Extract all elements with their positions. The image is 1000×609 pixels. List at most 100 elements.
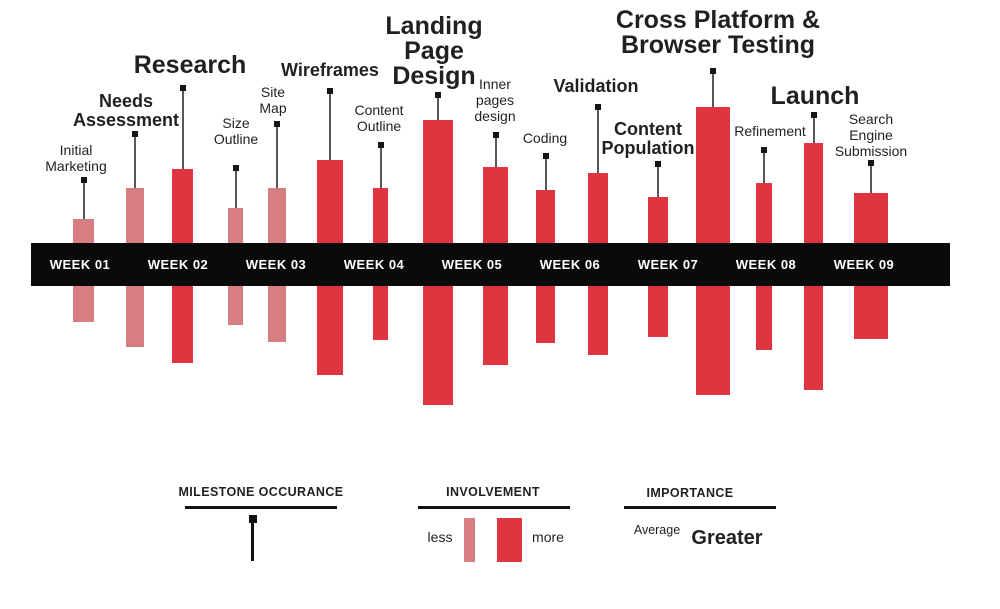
milestone-label-line: Initial xyxy=(59,142,93,158)
milestone-label-needs-assessment: Needs Assessment xyxy=(73,92,179,130)
week-label-7: WEEK 07 xyxy=(637,257,699,272)
involvement-less-label: less xyxy=(427,529,453,545)
milestone-pin-icon xyxy=(377,142,384,148)
week-label-3: WEEK 03 xyxy=(245,257,307,272)
milestone-label-line: Needs xyxy=(98,91,154,111)
milestone-label-line: Research xyxy=(133,51,247,79)
milestone-pin-line-icon xyxy=(763,153,765,183)
involvement-more-label: more xyxy=(532,529,564,545)
milestone-label-launch: Launch xyxy=(771,84,860,109)
milestone-label-line: Launch xyxy=(770,82,860,110)
milestone-label-line: Size xyxy=(222,115,250,131)
milestone-pin-line-icon xyxy=(181,91,184,169)
milestone-label-line: Content xyxy=(354,102,404,118)
milestone-pin-icon xyxy=(435,92,441,98)
milestone-pin-icon xyxy=(595,104,601,110)
milestone-label-line: Outline xyxy=(213,131,259,148)
milestone-pin-line-icon xyxy=(134,137,136,188)
milestone-pin-icon xyxy=(249,515,257,523)
milestone-label-line: Marketing xyxy=(45,158,107,175)
milestone-label-wireframes: Wireframes xyxy=(281,61,379,80)
milestone-pin-line-icon xyxy=(870,166,872,193)
milestone-pin-icon xyxy=(232,165,239,171)
milestone-pin-line-icon xyxy=(544,159,547,190)
milestone-pin-line-icon xyxy=(657,167,659,197)
milestone-label-line: Site xyxy=(260,84,286,100)
involvement-more-swatch xyxy=(497,518,522,562)
milestone-label-line: Content xyxy=(614,119,682,139)
milestone-pin-icon xyxy=(179,85,186,91)
milestone-pin-line-icon xyxy=(437,98,439,120)
milestone-pin-line-icon xyxy=(379,148,382,188)
milestone-pin-line-icon xyxy=(494,138,497,167)
milestone-label-line: design xyxy=(474,108,516,125)
milestone-label-line: Assessment xyxy=(72,109,180,130)
milestone-pin-icon xyxy=(327,88,333,94)
milestone-label-line: Refinement xyxy=(734,123,806,139)
milestone-label-line: Wireframes xyxy=(281,60,379,80)
milestone-pin-line-icon xyxy=(234,171,237,208)
milestone-pin-icon xyxy=(710,68,716,74)
milestone-pin-line-icon xyxy=(82,183,85,219)
legend-involvement-rule xyxy=(418,506,570,509)
milestone-label-refinement: Refinement xyxy=(734,123,806,139)
milestone-label-research: Research xyxy=(134,53,247,78)
week-label-9: WEEK 09 xyxy=(833,257,895,272)
importance-average-label: Average xyxy=(633,523,681,537)
milestone-label-line: Coding xyxy=(522,130,568,146)
milestone-pin-line-icon xyxy=(251,523,254,561)
milestone-label-initial-marketing: Initial Marketing xyxy=(45,142,106,174)
milestone-pin-icon xyxy=(868,160,874,166)
milestone-pin-icon xyxy=(655,161,661,167)
milestone-label-line: Browser Testing xyxy=(620,31,816,59)
milestone-label-search-engine-submission: Search Engine Submission xyxy=(835,111,907,159)
milestone-label-line: Design xyxy=(392,62,476,90)
milestone-label-line: Page xyxy=(404,37,464,65)
milestone-label-content-outline: Content Outline xyxy=(354,102,403,134)
legend-involvement-title: INVOLVEMENT xyxy=(446,485,540,499)
milestone-pin-icon xyxy=(274,121,280,127)
milestone-label-line: Submission xyxy=(834,143,908,160)
milestone-label-line: Population xyxy=(601,137,695,158)
milestone-pin-line-icon xyxy=(812,118,815,143)
milestone-pin-icon xyxy=(810,112,817,118)
week-label-2: WEEK 02 xyxy=(147,257,209,272)
week-label-5: WEEK 05 xyxy=(441,257,503,272)
week-label-4: WEEK 04 xyxy=(343,257,405,272)
involvement-less-swatch xyxy=(464,518,475,562)
milestone-label-line: Validation xyxy=(553,76,639,96)
milestone-label-line: Map xyxy=(259,100,287,117)
legend-milestone-rule xyxy=(185,506,337,509)
milestone-label-inner-pages-design: Inner pages design xyxy=(474,76,515,124)
milestone-label-cross-platform-browser-testing: Cross Platform & Browser Testing xyxy=(616,8,820,58)
milestone-pin-line-icon xyxy=(712,74,714,107)
milestone-pin-icon xyxy=(492,132,499,138)
milestone-label-line: Search xyxy=(848,111,894,127)
milestone-label-size-outline: Size Outline xyxy=(214,115,258,147)
milestone-label-coding: Coding xyxy=(523,130,567,146)
milestone-label-landing-page-design: Landing Page Design xyxy=(385,14,482,89)
week-label-8: WEEK 08 xyxy=(735,257,797,272)
week-band: WEEK 01 WEEK 02 WEEK 03 WEEK 04 WEEK 05 WEEK … xyxy=(31,243,950,286)
milestone-pin-line-icon xyxy=(329,94,331,160)
milestone-label-line: Outline xyxy=(356,118,402,135)
legend-importance-title: IMPORTANCE xyxy=(646,486,734,500)
milestone-label-line: pages xyxy=(475,92,515,109)
milestone-label-content-population: Content Population xyxy=(602,120,695,158)
milestone-label-line: Inner xyxy=(479,76,511,92)
week-label-1: WEEK 01 xyxy=(49,257,111,272)
milestone-label-validation: Validation xyxy=(553,77,638,96)
importance-greater-label: Greater xyxy=(691,527,763,549)
milestone-pin-icon xyxy=(761,147,767,153)
milestone-pin-icon xyxy=(80,177,87,183)
milestone-pin-icon xyxy=(542,153,549,159)
milestone-label-line: Cross Platform & xyxy=(615,6,821,34)
milestone-label-site-map: Site Map xyxy=(259,84,286,116)
week-label-6: WEEK 06 xyxy=(539,257,601,272)
milestone-pin-line-icon xyxy=(597,110,599,173)
legend-milestone-title: MILESTONE OCCURANCE xyxy=(178,485,344,499)
milestone-label-line: Landing xyxy=(385,12,483,40)
milestone-label-line: Engine xyxy=(849,127,893,144)
milestone-pin-icon xyxy=(132,131,138,137)
